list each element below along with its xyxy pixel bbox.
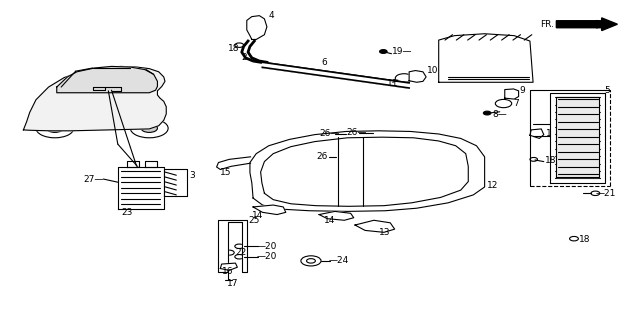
- Polygon shape: [219, 220, 246, 272]
- Text: 23: 23: [121, 208, 132, 217]
- Circle shape: [301, 256, 321, 266]
- Polygon shape: [221, 263, 238, 270]
- Text: —20: —20: [256, 242, 277, 251]
- Circle shape: [404, 154, 414, 159]
- Circle shape: [235, 43, 244, 47]
- Text: 13: 13: [379, 228, 391, 237]
- Circle shape: [495, 100, 512, 108]
- Text: 19—: 19—: [391, 47, 412, 56]
- Text: 26—: 26—: [346, 128, 367, 137]
- Polygon shape: [530, 129, 544, 139]
- Polygon shape: [556, 97, 599, 178]
- Polygon shape: [439, 34, 533, 82]
- Text: 18: 18: [228, 44, 240, 53]
- Circle shape: [36, 119, 74, 138]
- Text: 18: 18: [579, 235, 590, 244]
- Polygon shape: [23, 67, 166, 131]
- Text: 8—: 8—: [492, 109, 507, 118]
- Polygon shape: [57, 67, 157, 93]
- Circle shape: [47, 124, 63, 132]
- Text: 3: 3: [189, 172, 195, 180]
- Circle shape: [307, 259, 315, 263]
- Text: 7: 7: [513, 99, 519, 108]
- Text: 14: 14: [324, 216, 335, 225]
- Circle shape: [224, 250, 234, 255]
- Text: 5: 5: [604, 86, 610, 95]
- Text: 6: 6: [321, 58, 327, 67]
- Circle shape: [337, 154, 348, 159]
- Circle shape: [380, 50, 387, 53]
- Text: 26—: 26—: [319, 130, 339, 139]
- Text: 1: 1: [545, 130, 551, 139]
- Text: 9: 9: [520, 86, 526, 95]
- Text: —21: —21: [595, 189, 616, 198]
- Text: 15: 15: [221, 168, 232, 177]
- Text: —20: —20: [256, 252, 277, 261]
- Text: 16: 16: [222, 267, 233, 276]
- Text: 11: 11: [387, 79, 398, 88]
- Circle shape: [404, 154, 414, 159]
- Text: 12: 12: [487, 181, 499, 190]
- Text: 18: 18: [545, 156, 557, 165]
- Circle shape: [395, 74, 413, 83]
- Polygon shape: [246, 16, 267, 39]
- Text: 17: 17: [227, 279, 238, 288]
- Circle shape: [591, 191, 600, 196]
- Text: 10: 10: [427, 66, 438, 75]
- Circle shape: [348, 132, 358, 137]
- Text: —24: —24: [329, 256, 349, 265]
- Polygon shape: [319, 212, 354, 220]
- Polygon shape: [550, 93, 605, 183]
- Text: 22: 22: [236, 248, 246, 257]
- Polygon shape: [409, 70, 426, 82]
- Polygon shape: [250, 131, 485, 212]
- Polygon shape: [505, 89, 519, 99]
- Circle shape: [141, 124, 157, 132]
- Text: 26: 26: [316, 152, 327, 161]
- Circle shape: [235, 244, 244, 249]
- Circle shape: [483, 111, 491, 115]
- Text: 4: 4: [269, 11, 274, 20]
- Circle shape: [130, 119, 168, 138]
- Circle shape: [373, 132, 383, 137]
- Polygon shape: [164, 169, 187, 196]
- Circle shape: [530, 157, 537, 161]
- Circle shape: [235, 254, 244, 259]
- Circle shape: [569, 236, 578, 241]
- Text: 2: 2: [242, 53, 247, 62]
- Polygon shape: [253, 205, 286, 215]
- Polygon shape: [355, 220, 394, 232]
- FancyArrow shape: [556, 18, 617, 31]
- Text: 25: 25: [248, 216, 259, 225]
- Text: FR.: FR.: [540, 20, 554, 29]
- Text: 14: 14: [252, 211, 263, 220]
- Text: 27—: 27—: [83, 174, 104, 184]
- Polygon shape: [118, 167, 164, 209]
